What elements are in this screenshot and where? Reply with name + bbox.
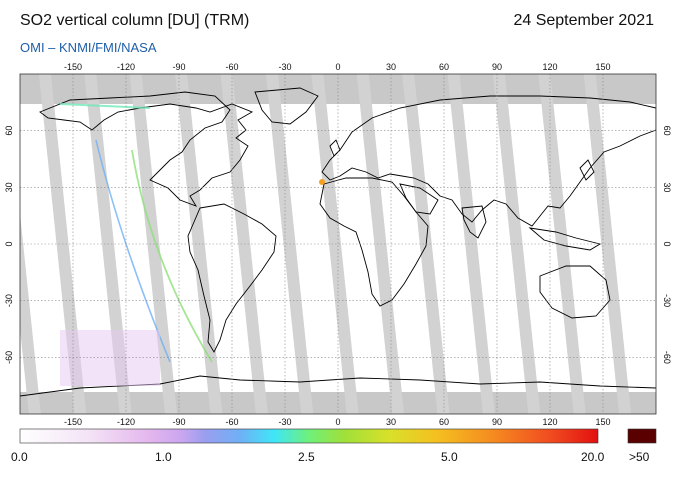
orbit-gap-stripe [447, 74, 495, 414]
lon-tick-label-bottom: 120 [542, 417, 557, 427]
colorbar-label-0: 0.0 [11, 450, 28, 464]
data-source-label: OMI – KNMI/FMI/NASA [20, 40, 157, 55]
australia [539, 265, 611, 319]
lat-tick-label-right: 0 [662, 241, 672, 246]
orbit-gap-stripe [311, 74, 359, 414]
lon-tick-label-bottom: 30 [386, 417, 396, 427]
lon-tick-label-top: 120 [542, 62, 557, 72]
south-america [187, 203, 277, 353]
colorbar-label-4: 20.0 [581, 450, 605, 464]
lon-tick-label-bottom: 0 [335, 417, 340, 427]
lon-tick-label-bottom: -60 [225, 417, 238, 427]
orbit-gap-stripe [583, 74, 632, 414]
lon-tick-label-bottom: 60 [439, 417, 449, 427]
lat-tick-label-left: 60 [4, 126, 14, 136]
colorbar-label-2: 2.5 [298, 450, 315, 464]
orbit-gap-stripe [20, 213, 41, 414]
colorbar [19, 428, 599, 444]
lon-tick-label-top: 0 [335, 62, 340, 72]
lon-tick-label-top: -60 [225, 62, 238, 72]
lon-tick-label-bottom: -90 [172, 417, 185, 427]
lon-tick-label-top: -90 [172, 62, 185, 72]
map-title: SO2 vertical column [DU] (TRM) [20, 12, 250, 29]
lon-tick-label-bottom: 90 [492, 417, 502, 427]
lat-tick-label-right: 30 [662, 182, 672, 192]
map-border [19, 73, 657, 415]
eurasia [321, 95, 656, 227]
lon-ticks-top: -150 -120 -90 -60 -30 0 30 60 90 120 150 [64, 62, 611, 72]
over-range-swatch [627, 428, 657, 444]
africa [319, 177, 429, 307]
indonesia [528, 227, 602, 251]
lon-tick-label-bottom: 150 [595, 417, 610, 427]
colorbar-label-3: 5.0 [441, 450, 458, 464]
la-palma-so2-plume [319, 179, 325, 185]
lon-tick-label-bottom: -120 [117, 417, 135, 427]
lon-tick-label-top: -120 [117, 62, 135, 72]
lat-tick-label-right: 60 [662, 126, 672, 136]
lon-tick-label-top: -30 [278, 62, 291, 72]
lat-ticks-left: 60 30 0 -30 -60 [4, 126, 14, 364]
greenland [254, 87, 319, 125]
date-label: 24 September 2021 [513, 12, 654, 29]
colorbar-label-1: 1.0 [155, 450, 172, 464]
orbit-gap-stripe [356, 74, 405, 414]
orbit-gap-stripe [492, 74, 541, 414]
so2-traces [59, 103, 325, 386]
lon-tick-label-top: 90 [492, 62, 502, 72]
lon-tick-label-bottom: -30 [278, 417, 291, 427]
lat-tick-label-right: -60 [662, 351, 672, 364]
lon-tick-label-top: 30 [386, 62, 396, 72]
lat-ticks-right: 60 30 0 -30 -60 [662, 126, 672, 364]
north-america [39, 91, 254, 207]
lat-tick-label-left: 0 [4, 241, 14, 246]
india [461, 205, 487, 239]
graticule [20, 74, 656, 414]
lon-tick-label-top: -150 [64, 62, 82, 72]
lat-tick-label-right: -30 [662, 294, 672, 307]
lon-tick-label-bottom: -150 [64, 417, 82, 427]
lat-tick-label-left: -60 [4, 351, 14, 364]
lon-tick-label-top: 60 [439, 62, 449, 72]
colorbar-over-label: >50 [629, 450, 650, 464]
lon-ticks-bottom: -150 -120 -90 -60 -30 0 30 60 90 120 150 [64, 417, 611, 427]
japan [579, 159, 595, 181]
lat-tick-label-left: -30 [4, 294, 14, 307]
lat-tick-label-left: 30 [4, 182, 14, 192]
british-isles [329, 139, 341, 157]
arabia [399, 183, 439, 215]
lon-tick-label-top: 150 [595, 62, 610, 72]
